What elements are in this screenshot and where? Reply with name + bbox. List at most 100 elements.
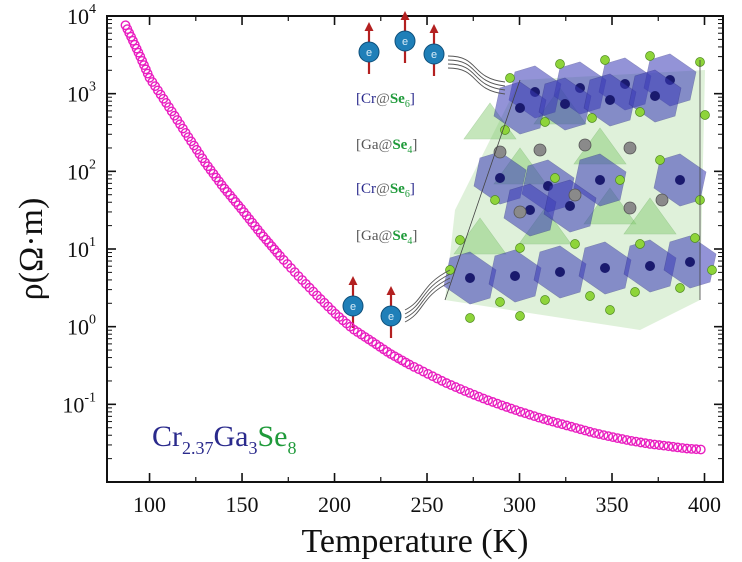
data-point xyxy=(571,423,581,433)
se-atom xyxy=(550,173,560,183)
data-point xyxy=(261,234,271,245)
data-point xyxy=(492,398,503,409)
cr-atom xyxy=(510,271,520,281)
data-point xyxy=(258,231,269,242)
cr-atom xyxy=(555,267,565,277)
data-point xyxy=(436,375,447,386)
ga-atom xyxy=(533,143,547,157)
data-point xyxy=(617,434,628,444)
se-atom xyxy=(635,239,645,249)
electron-label: e xyxy=(350,301,356,313)
data-point xyxy=(584,426,595,437)
data-point xyxy=(594,429,604,439)
se-atom xyxy=(675,283,685,293)
electron-ball xyxy=(423,43,445,65)
data-point xyxy=(686,443,697,454)
leader-line xyxy=(404,281,451,323)
data-point xyxy=(483,395,493,406)
se-atom xyxy=(707,265,717,275)
data-point xyxy=(645,439,655,449)
data-point xyxy=(663,441,674,452)
leader-line xyxy=(447,59,506,87)
se-atom xyxy=(655,155,665,165)
data-point xyxy=(423,368,433,379)
ga-atom xyxy=(623,141,637,155)
data-point xyxy=(658,440,669,451)
se-atom xyxy=(570,239,580,249)
y-tick-label: 101 xyxy=(67,235,96,262)
electron-label: e xyxy=(366,47,372,59)
ga-atom xyxy=(578,138,592,152)
electron-ball xyxy=(342,295,364,317)
unit-cell-edge xyxy=(444,79,521,301)
se-atom xyxy=(615,175,625,185)
data-point xyxy=(682,443,692,454)
data-point xyxy=(635,437,646,448)
data-point xyxy=(469,389,480,400)
y-tick-label: 103 xyxy=(67,80,96,107)
electron-ball xyxy=(380,305,402,327)
data-point xyxy=(695,444,706,455)
data-point xyxy=(266,241,277,252)
data-point xyxy=(608,432,618,443)
structure-label: [Cr@Se6] xyxy=(356,91,415,110)
crystal-structure-illustration xyxy=(443,51,717,330)
se-atom xyxy=(587,113,597,123)
data-point xyxy=(552,418,563,428)
data-point xyxy=(561,420,572,431)
cr-atom xyxy=(525,205,535,215)
data-point xyxy=(497,400,507,411)
data-point xyxy=(272,247,283,258)
data-point xyxy=(534,412,544,423)
x-tick-labels: 100 150 200 250 300 350 400 xyxy=(133,492,721,517)
se-atom xyxy=(630,287,640,297)
data-point xyxy=(580,425,591,436)
leader-line xyxy=(447,55,506,83)
data-series xyxy=(120,20,706,455)
data-point xyxy=(612,433,623,443)
data-point xyxy=(598,430,609,440)
cr-atom xyxy=(515,103,525,113)
data-point xyxy=(432,373,443,384)
electron-ball xyxy=(358,41,380,63)
data-point xyxy=(487,397,498,407)
data-point xyxy=(450,382,461,392)
axis-ticks xyxy=(107,15,723,482)
se-atom xyxy=(690,233,700,243)
data-point xyxy=(672,442,683,453)
data-point xyxy=(446,380,456,390)
ga-atom xyxy=(623,201,637,215)
y-tick-labels: 104 103 102 101 100 10-1 xyxy=(62,2,96,417)
y-tick-label: 102 xyxy=(67,157,96,184)
x-tick-label: 100 xyxy=(133,492,166,517)
data-point xyxy=(668,441,678,452)
data-point xyxy=(654,440,665,450)
cr-atom xyxy=(645,261,655,271)
data-point xyxy=(255,228,266,239)
structure-label: [Cr@Se6] xyxy=(356,181,415,200)
se-atom xyxy=(515,311,525,321)
data-point xyxy=(427,371,438,382)
cr-atom xyxy=(605,95,615,105)
structure-label: [Ga@Se4] xyxy=(356,137,417,156)
x-tick-label: 200 xyxy=(318,492,351,517)
leader-line xyxy=(404,273,451,315)
se-atom xyxy=(490,195,500,205)
se-atom xyxy=(455,235,465,245)
leader-line xyxy=(404,269,451,311)
se-atom xyxy=(585,291,595,301)
data-point xyxy=(441,378,452,388)
data-point xyxy=(510,405,521,416)
ga-atom xyxy=(493,145,507,159)
cr-atom xyxy=(595,175,605,185)
data-point xyxy=(603,431,614,442)
spin-arrowhead xyxy=(386,286,396,295)
se-atom xyxy=(555,59,565,69)
electron-ball xyxy=(394,30,416,52)
data-point xyxy=(538,414,549,424)
cr-atom xyxy=(600,263,610,273)
cr-atom xyxy=(675,175,685,185)
y-tick-label: 104 xyxy=(67,2,96,29)
tetrahedron xyxy=(583,187,637,225)
